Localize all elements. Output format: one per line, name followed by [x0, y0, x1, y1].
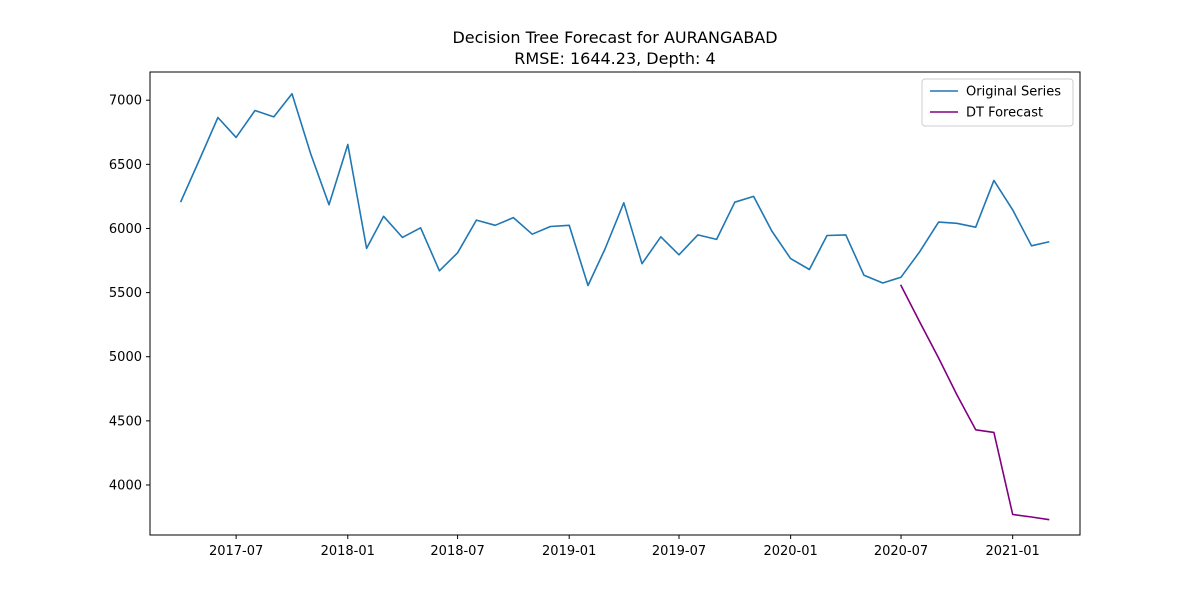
y-tick-label: 4000	[109, 478, 142, 493]
series-line-0	[179, 93, 1050, 287]
x-tick-label: 2018-01	[321, 544, 375, 559]
chart-subtitle: RMSE: 1644.23, Depth: 4	[514, 49, 715, 68]
series-line-1	[899, 284, 1050, 521]
x-tick-label: 2020-07	[874, 544, 928, 559]
x-tick-label: 2018-07	[430, 544, 484, 559]
x-tick-label: 2020-01	[763, 544, 817, 559]
chart-title: Decision Tree Forecast for AURANGABAD	[452, 28, 777, 47]
x-tick-label: 2019-07	[652, 544, 706, 559]
y-tick-label: 6000	[109, 222, 142, 237]
plot-area: 2017-07 2018-01 2018-07 2019-01 2019-07 2020-…	[109, 71, 1081, 559]
y-tick-label: 6500	[109, 158, 142, 173]
x-tick-label: 2017-07	[209, 544, 263, 559]
y-tick-label: 4500	[109, 414, 142, 429]
x-tick-label: 2021-01	[985, 544, 1039, 559]
y-tick-label: 7000	[109, 94, 142, 109]
axes-frame	[149, 71, 1081, 536]
y-tick-label: 5000	[109, 350, 142, 365]
x-tick-label: 2019-01	[542, 544, 596, 559]
legend-label-1: DT Forecast	[966, 106, 1043, 121]
legend-box	[921, 78, 1074, 127]
legend: Original Series DT Forecast	[921, 78, 1074, 127]
y-tick-label: 5500	[109, 286, 142, 301]
legend-label-0: Original Series	[966, 85, 1061, 100]
